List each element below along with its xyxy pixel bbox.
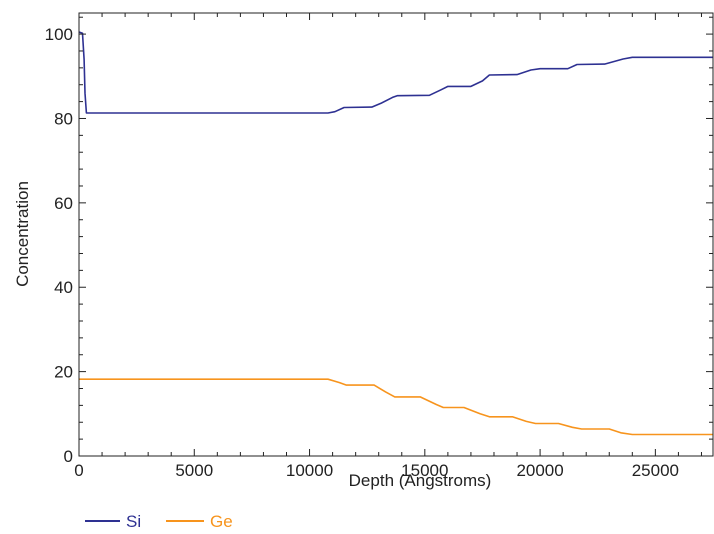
x-tick-label: 15000 [401,461,448,480]
x-tick-label: 10000 [286,461,333,480]
label-layer: 0 5000 10000 15000 20000 25000 0 20 40 60 80 100 [45,25,679,480]
y-tick-label: 80 [54,109,73,128]
y-tick-label: 100 [45,25,73,44]
x-tick-label: 5000 [175,461,213,480]
series-layer [78,31,713,436]
series-line-si [78,31,713,114]
y-tick-label: 40 [54,278,73,297]
x-tick-label: 20000 [516,461,563,480]
x-tick-label: 25000 [632,461,679,480]
legend-label-ge: Ge [210,512,233,531]
tick-layer [78,13,713,457]
y-tick-label: 20 [54,363,73,382]
series-line-ge [79,378,713,436]
y-tick-label: 60 [54,194,73,213]
plot-frame [78,12,714,457]
x-axis-title: Depth (Angstroms) [349,471,492,490]
legend: Si Ge [85,512,233,531]
legend-label-si: Si [126,512,141,531]
y-tick-label: 0 [64,447,73,466]
y-axis-title: Concentration [13,181,32,287]
x-tick-label: 0 [74,461,83,480]
